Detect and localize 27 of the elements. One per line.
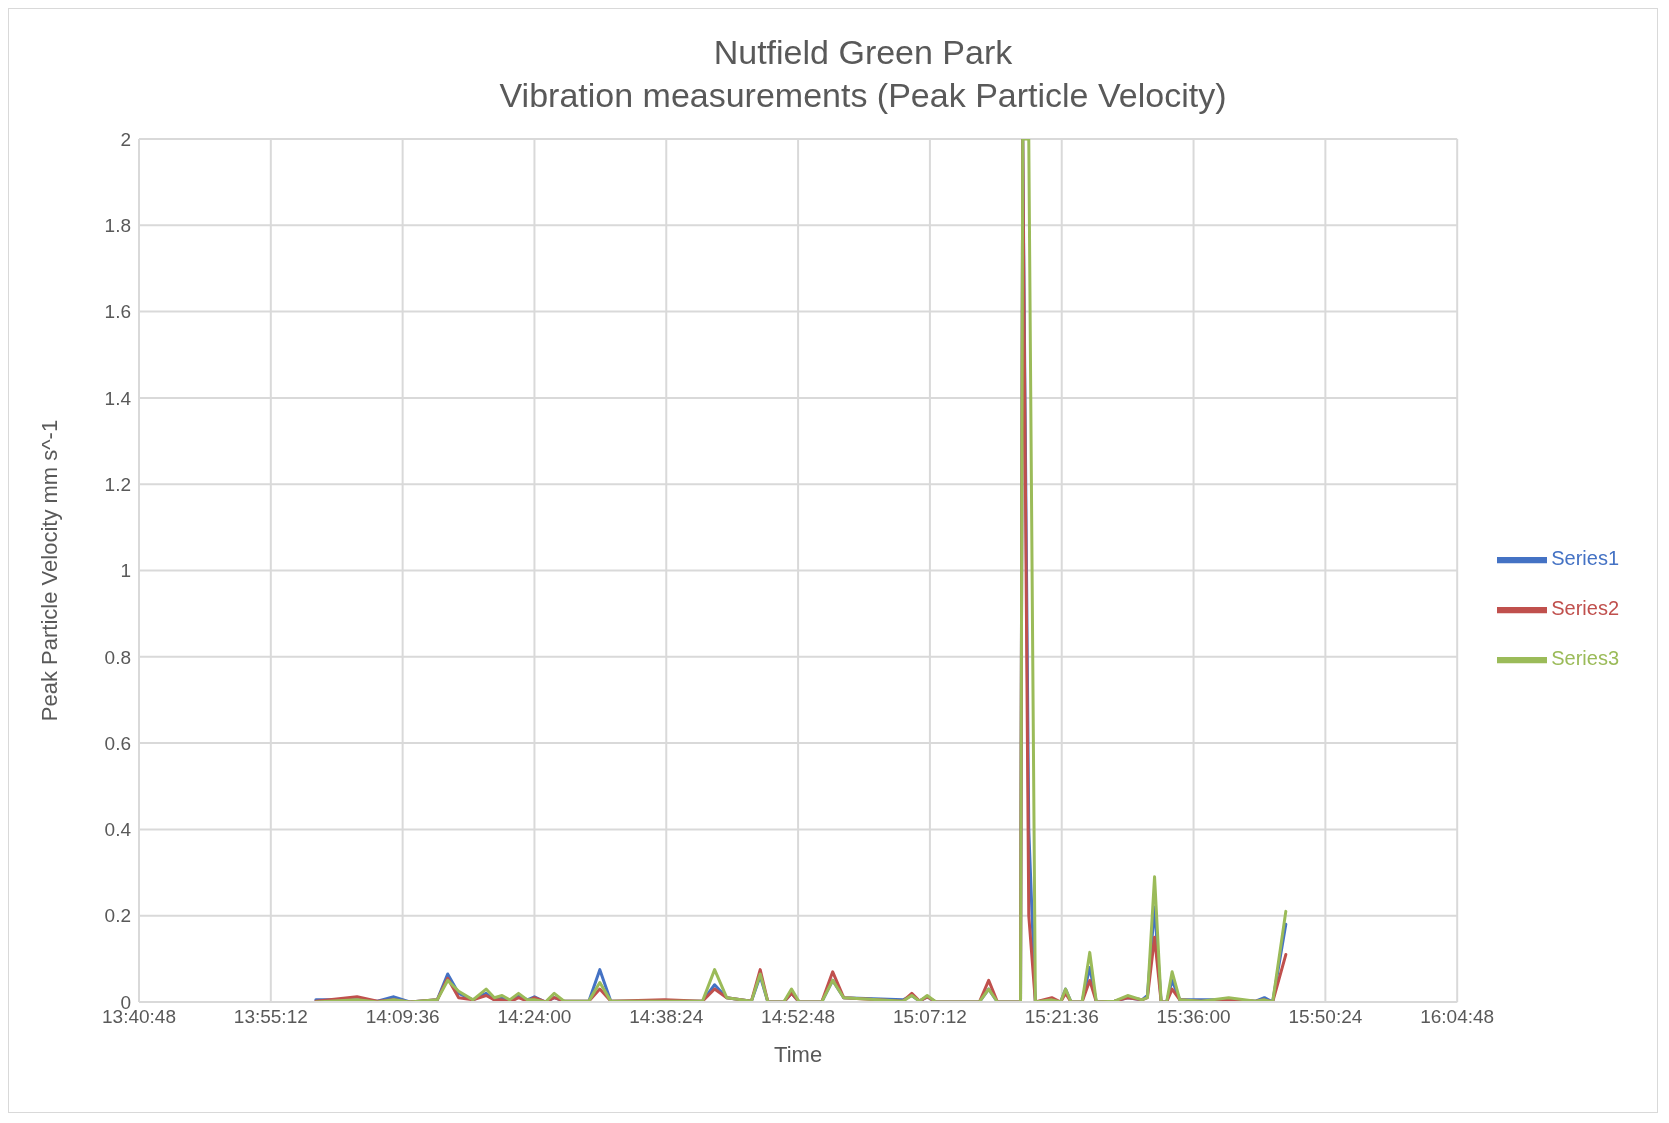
legend-label: Series3 bbox=[1551, 646, 1619, 669]
y-tick-label: 1.6 bbox=[104, 301, 131, 323]
x-tick-label: 14:52:48 bbox=[761, 1006, 836, 1028]
x-tick-label: 15:21:36 bbox=[1024, 1006, 1099, 1028]
y-tick-label: 2 bbox=[120, 128, 131, 150]
y-axis-title: Peak Particle Velocity mm s^-1 bbox=[36, 419, 62, 722]
y-tick-label: 1.2 bbox=[104, 473, 131, 495]
y-tick-label: 0.4 bbox=[104, 819, 132, 841]
chart-subtitle: Vibration measurements (Peak Particle Velocity) bbox=[498, 75, 1228, 116]
x-tick-label: 15:36:00 bbox=[1156, 1006, 1231, 1028]
y-tick-label: 1 bbox=[120, 560, 131, 582]
legend-label: Series1 bbox=[1551, 546, 1619, 569]
y-tick-label: 1.8 bbox=[104, 215, 131, 237]
x-axis-title: Time bbox=[774, 1042, 823, 1067]
x-tick-label: 14:38:24 bbox=[629, 1006, 704, 1028]
x-tick-label: 16:04:48 bbox=[1420, 1006, 1495, 1028]
y-tick-label: 1.4 bbox=[104, 387, 132, 409]
x-tick-label: 14:09:36 bbox=[365, 1006, 440, 1028]
x-tick-label: 15:07:12 bbox=[892, 1006, 967, 1028]
x-tick-label: 13:55:12 bbox=[233, 1006, 308, 1028]
legend-label: Series2 bbox=[1551, 596, 1619, 619]
y-tick-label: 0.8 bbox=[104, 646, 131, 668]
x-tick-label: 15:50:24 bbox=[1288, 1006, 1363, 1028]
chart-title: Nutfield Green Park bbox=[712, 32, 1014, 73]
y-tick-label: 0.2 bbox=[104, 905, 131, 927]
y-tick-label: 0.6 bbox=[104, 732, 131, 754]
x-tick-label: 14:24:00 bbox=[497, 1006, 572, 1028]
